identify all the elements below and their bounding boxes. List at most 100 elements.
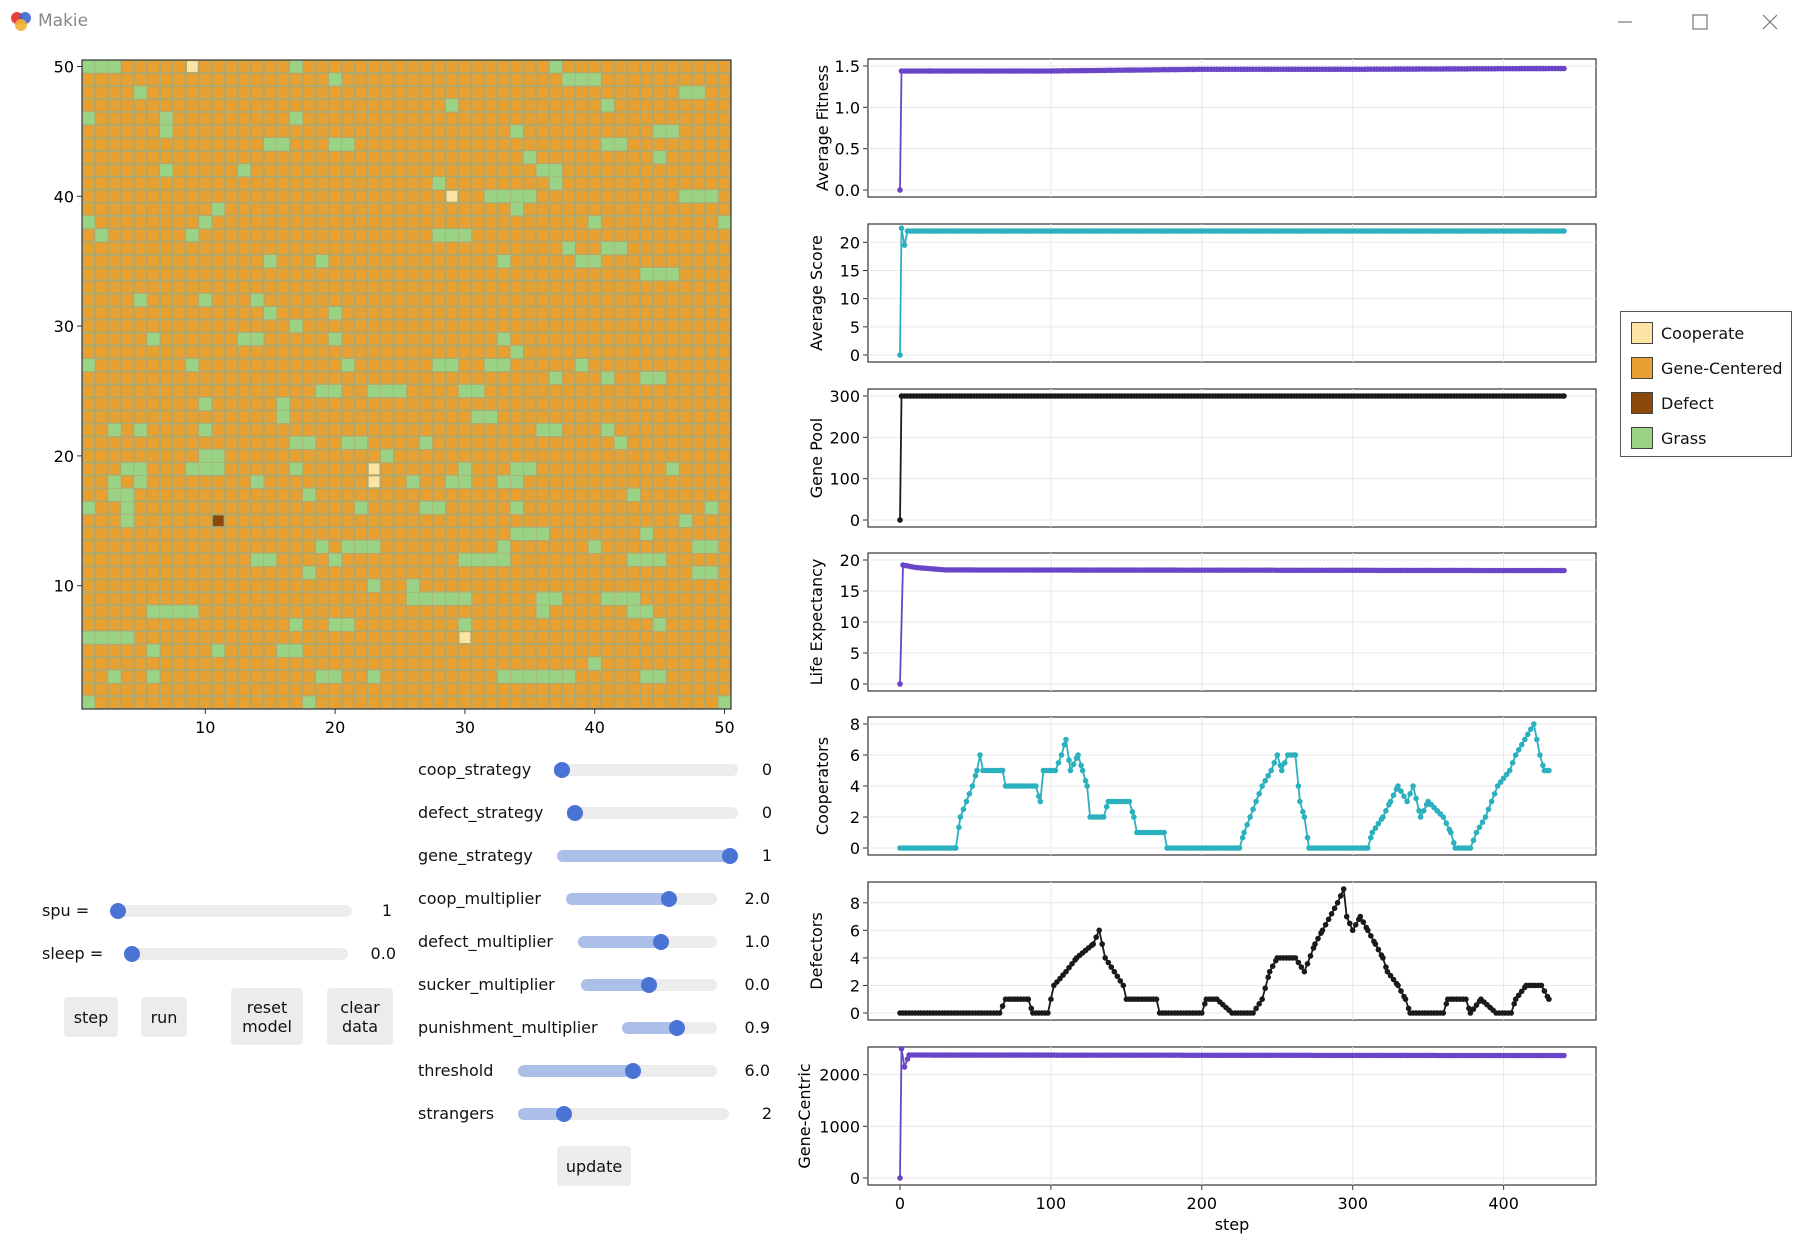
- grid-cell-gene: [135, 372, 146, 384]
- grid-cell-gene: [225, 87, 237, 98]
- grid-cell-gene: [615, 307, 627, 319]
- run-button[interactable]: run: [141, 997, 187, 1037]
- grid-cell-gene: [160, 294, 172, 306]
- grid-cell-grass: [510, 125, 524, 138]
- grid-cell-gene: [589, 151, 601, 163]
- coop-strategy-knob[interactable]: [554, 762, 570, 778]
- threshold-slider[interactable]: [518, 1063, 717, 1079]
- gene-strategy-knob[interactable]: [722, 848, 738, 864]
- grid-cell-gene: [433, 87, 445, 98]
- grid-cell-gene: [148, 593, 159, 605]
- grid-cell-gene: [615, 203, 627, 215]
- grid-cell-gene: [199, 697, 211, 708]
- grid-cell-grass: [367, 579, 381, 592]
- grid-cell-gene: [251, 684, 263, 695]
- spu-slider[interactable]: [110, 903, 352, 919]
- grid-cell-gene: [173, 697, 185, 708]
- punishment-multiplier-slider[interactable]: [622, 1020, 717, 1036]
- grid-cell-gene: [693, 255, 704, 267]
- defect-strategy-knob[interactable]: [567, 805, 583, 821]
- grid-cell-gene: [407, 684, 419, 695]
- grid-cell-gene: [96, 619, 107, 631]
- update-button[interactable]: update: [557, 1146, 631, 1186]
- clear-data-button[interactable]: clear data: [327, 988, 393, 1045]
- grid-cell-gene: [135, 203, 146, 215]
- grid-cell-gene: [524, 346, 536, 358]
- grid-cell-cooperate: [368, 463, 380, 475]
- grid-cell-gene: [667, 242, 678, 254]
- sucker-multiplier-knob[interactable]: [641, 977, 657, 993]
- grid-cell-gene: [407, 463, 419, 475]
- sleep-slider[interactable]: [124, 946, 348, 962]
- defect-multiplier-slider[interactable]: [578, 934, 717, 950]
- grid-cell-gene: [706, 138, 717, 150]
- grid-cell-gene: [628, 177, 640, 189]
- step-button[interactable]: step: [64, 997, 118, 1037]
- grid-cell-gene: [355, 476, 367, 488]
- grid-cell-gene: [212, 411, 224, 423]
- grid-cell-gene: [251, 229, 263, 241]
- grid-cell-gene: [602, 151, 614, 163]
- grid-cell-gene: [173, 567, 185, 579]
- grid-cell-gene: [433, 74, 445, 85]
- series-point: [1048, 996, 1054, 1002]
- coop-strategy-slider[interactable]: [554, 762, 738, 778]
- grid-cell-gene: [615, 87, 627, 98]
- series-point: [1357, 913, 1364, 920]
- spu-slider-knob[interactable]: [110, 903, 126, 919]
- grid-cell-gene: [173, 126, 185, 137]
- grid-cell-gene: [693, 671, 704, 682]
- coop-multiplier-slider[interactable]: [566, 891, 717, 907]
- maximize-button[interactable]: [1675, 6, 1725, 38]
- coop-multiplier-knob[interactable]: [661, 891, 677, 907]
- series-point: [1410, 783, 1416, 789]
- grid-cell-gene: [615, 450, 627, 462]
- grid-cell-gene: [719, 450, 730, 462]
- grid-cell-gene: [537, 268, 549, 280]
- grid-cell-gene: [186, 126, 198, 137]
- grid-cell-gene: [420, 242, 432, 254]
- grid-cell-gene: [329, 177, 341, 189]
- grid-cell-gene: [381, 74, 393, 85]
- series-point: [972, 772, 979, 779]
- grid-cell-gene: [602, 333, 614, 345]
- grid-cell-gene: [667, 398, 678, 410]
- grid-cell-gene: [563, 658, 575, 669]
- grid-cell-grass: [653, 553, 666, 566]
- sucker-multiplier-slider[interactable]: [581, 977, 717, 993]
- grid-cell-grass: [601, 592, 614, 605]
- grid-cell-grass: [536, 164, 549, 177]
- grid-cell-gene: [329, 203, 341, 215]
- grid-cell-gene: [394, 177, 406, 189]
- grid-cell-gene: [706, 151, 717, 163]
- strangers-knob[interactable]: [556, 1106, 572, 1122]
- grid-cell-gene: [485, 385, 497, 397]
- gene-strategy-slider[interactable]: [557, 848, 738, 864]
- grid-cell-gene: [264, 684, 276, 695]
- grid-cell-gene: [225, 684, 237, 695]
- grid-cell-grass: [497, 255, 511, 268]
- punishment-multiplier-knob[interactable]: [669, 1020, 685, 1036]
- grid-cell-gene: [459, 398, 471, 410]
- grid-cell-gene: [420, 138, 432, 150]
- grid-cell-gene: [706, 372, 717, 384]
- threshold-knob[interactable]: [625, 1063, 641, 1079]
- strangers-slider[interactable]: [518, 1106, 729, 1122]
- reset-model-button[interactable]: reset model: [231, 988, 303, 1045]
- grid-cell-gene: [199, 307, 211, 319]
- grid-cell-gene: [459, 268, 471, 280]
- grid-cell-gene: [446, 632, 458, 643]
- grid-cell-gene: [148, 87, 159, 98]
- series-point: [1485, 806, 1492, 813]
- close-button[interactable]: [1745, 6, 1794, 38]
- sleep-slider-knob[interactable]: [124, 946, 140, 962]
- grid-cell-gene: [550, 411, 562, 423]
- grid-cell-gene: [550, 268, 562, 280]
- defect-strategy-slider[interactable]: [567, 805, 738, 821]
- defect-multiplier-knob[interactable]: [653, 934, 669, 950]
- grid-cell-gene: [329, 645, 341, 656]
- grid-cell-gene: [238, 398, 250, 410]
- grid-cell-gene: [251, 100, 263, 111]
- minimize-button[interactable]: [1600, 6, 1650, 38]
